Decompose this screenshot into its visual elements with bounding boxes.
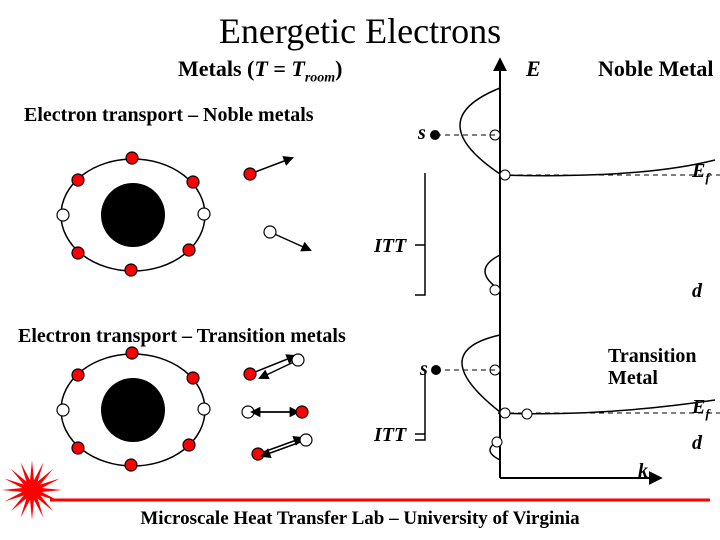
diagram-svg bbox=[0, 0, 720, 540]
